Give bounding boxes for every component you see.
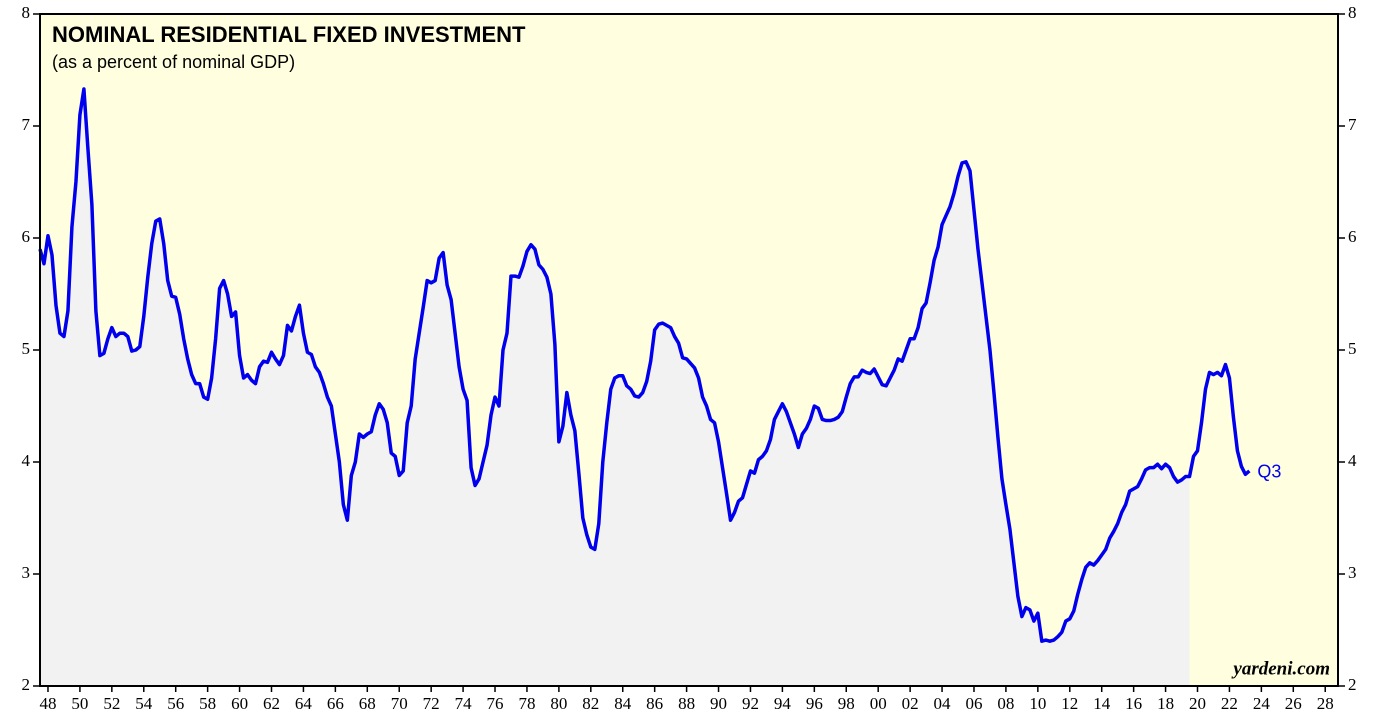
x-tick-label: 04 <box>934 694 952 713</box>
y2-tick-label: 8 <box>1348 3 1357 22</box>
x-tick-label: 12 <box>1061 694 1078 713</box>
x-tick-label: 92 <box>742 694 759 713</box>
x-tick-label: 90 <box>710 694 727 713</box>
x-tick-label: 10 <box>1029 694 1046 713</box>
x-tick-label: 58 <box>199 694 216 713</box>
x-tick-label: 72 <box>423 694 440 713</box>
plot-layer <box>38 87 1251 687</box>
x-tick-label: 94 <box>774 694 792 713</box>
y2-tick-label: 4 <box>1348 451 1357 470</box>
y-tick-label: 7 <box>22 115 31 134</box>
y2-tick-label: 2 <box>1348 675 1357 694</box>
x-tick-label: 68 <box>359 694 376 713</box>
x-tick-label: 22 <box>1221 694 1238 713</box>
y2-tick-label: 7 <box>1348 115 1357 134</box>
x-tick-label: 52 <box>103 694 120 713</box>
annotation: Q3 <box>1257 462 1281 482</box>
x-tick-label: 80 <box>550 694 567 713</box>
x-tick-label: 60 <box>231 694 248 713</box>
y-tick-label: 6 <box>22 227 31 246</box>
x-tick-label: 26 <box>1285 694 1302 713</box>
x-tick-label: 08 <box>997 694 1014 713</box>
x-tick-label: 50 <box>71 694 88 713</box>
x-tick-label: 96 <box>806 694 823 713</box>
x-tick-label: 18 <box>1157 694 1174 713</box>
chart-title: NOMINAL RESIDENTIAL FIXED INVESTMENT <box>52 22 526 47</box>
chart-subtitle: (as a percent of nominal GDP) <box>52 52 295 72</box>
x-tick-label: 78 <box>518 694 535 713</box>
x-tick-label: 06 <box>965 694 982 713</box>
watermark: yardeni.com <box>1231 658 1330 679</box>
x-tick-label: 76 <box>487 694 504 713</box>
x-tick-label: 00 <box>870 694 887 713</box>
x-tick-label: 66 <box>327 694 344 713</box>
data-line <box>38 87 1251 643</box>
x-tick-label: 86 <box>646 694 663 713</box>
x-tick-label: 56 <box>167 694 184 713</box>
x-tick-label: 84 <box>614 694 632 713</box>
x-tick-label: 82 <box>582 694 599 713</box>
x-tick-label: 98 <box>838 694 855 713</box>
y-tick-label: 2 <box>22 675 31 694</box>
x-tick-label: 48 <box>39 694 56 713</box>
x-tick-label: 20 <box>1189 694 1206 713</box>
x-tick-label: 74 <box>455 694 473 713</box>
x-tick-label: 24 <box>1253 694 1271 713</box>
x-tick-label: 62 <box>263 694 280 713</box>
x-tick-label: 64 <box>295 694 313 713</box>
y-tick-label: 3 <box>22 563 31 582</box>
y2-tick-label: 3 <box>1348 563 1357 582</box>
y-tick-label: 8 <box>22 3 31 22</box>
x-tick-label: 70 <box>391 694 408 713</box>
x-tick-label: 16 <box>1125 694 1142 713</box>
x-tick-label: 14 <box>1093 694 1111 713</box>
x-tick-label: 28 <box>1317 694 1334 713</box>
y-tick-label: 4 <box>22 451 31 470</box>
y2-tick-label: 6 <box>1348 227 1357 246</box>
x-tick-label: 54 <box>135 694 153 713</box>
x-tick-label: 02 <box>902 694 919 713</box>
x-tick-label: 88 <box>678 694 695 713</box>
shaded-area <box>40 89 1190 687</box>
y-tick-label: 5 <box>22 339 31 358</box>
y2-tick-label: 5 <box>1348 339 1357 358</box>
